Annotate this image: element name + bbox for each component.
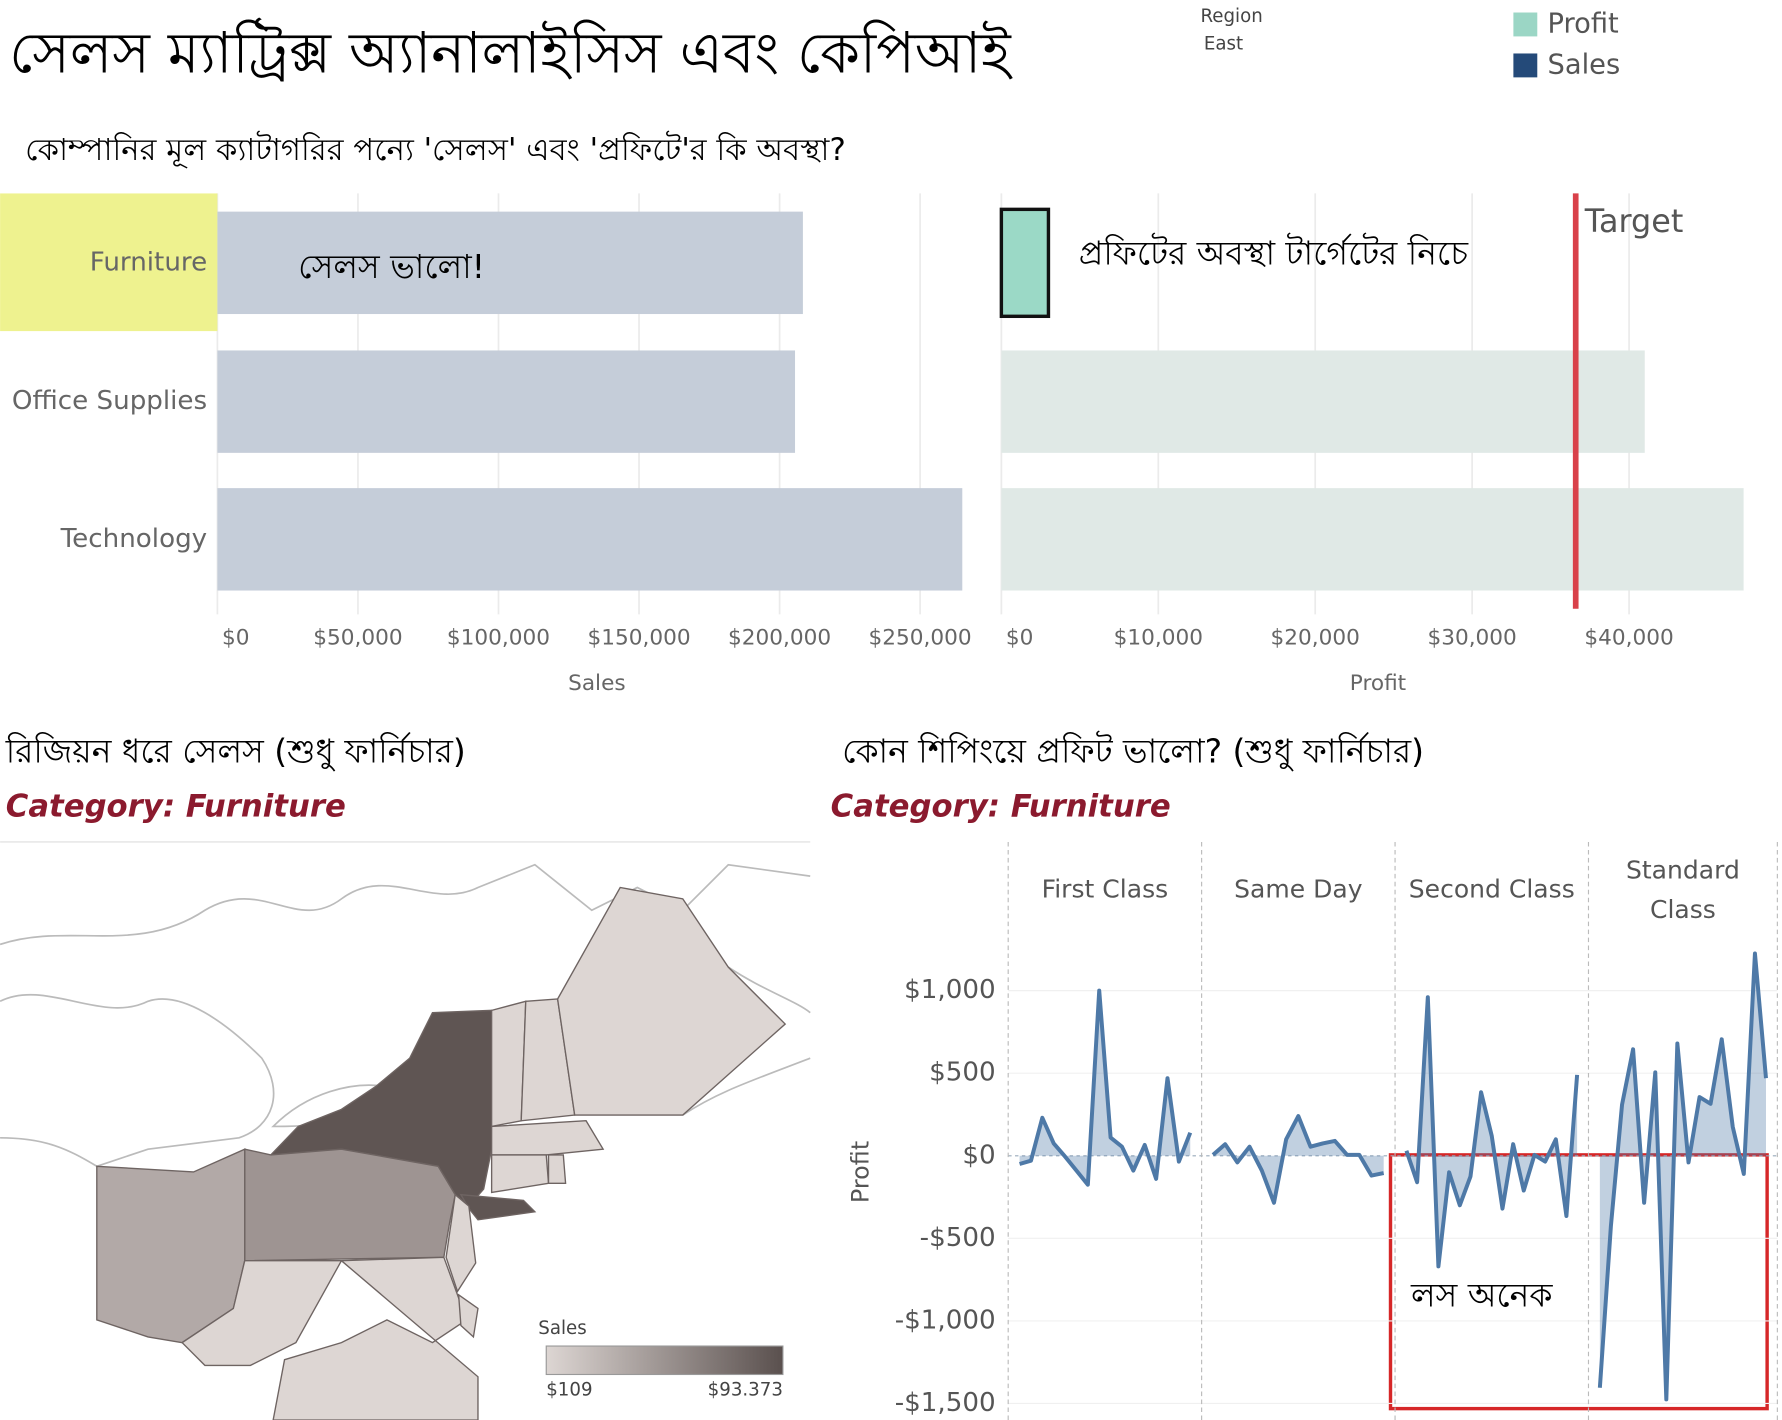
panel-header: Same Day: [1234, 876, 1363, 905]
color-scale: [545, 1345, 784, 1376]
legend-swatch: [1513, 53, 1538, 78]
x-tick-label: $20,000: [1271, 625, 1360, 650]
x-tick-label: $250,000: [869, 625, 972, 650]
area: [1213, 1116, 1384, 1203]
annotation: লস অনেক: [1410, 1276, 1553, 1315]
line: [1404, 995, 1580, 1269]
panel-header-box: First Class: [1041, 876, 1169, 905]
coastline: [682, 966, 811, 1116]
x-tick-label: $50,000: [313, 625, 402, 650]
panel-header-box: Same Day: [1234, 876, 1363, 905]
state: [490, 1000, 527, 1128]
y-tick-label: Technology: [60, 524, 208, 554]
states: [96, 886, 787, 1420]
region-value: East: [1204, 33, 1243, 54]
x-tick-label: $30,000: [1427, 625, 1516, 650]
panel-header: Standard Class: [1625, 856, 1740, 925]
x-tick-label: $200,000: [728, 625, 831, 650]
chart-title: কোম্পানির মূল ক্যাটাগরির পন্যে 'সেলস' এব…: [25, 130, 846, 169]
annotation: প্রফিটের অবস্থা টার্গেটের নিচে: [1079, 232, 1469, 272]
legend-label: Sales: [1548, 49, 1621, 80]
dashboard-title: সেলস ম্যাট্রিক্স অ্যানালাইসিস এবং কেপিআই: [9, 18, 1013, 87]
bar: [1001, 488, 1744, 591]
state: [459, 1193, 537, 1221]
line: [1019, 988, 1193, 1187]
x-tick-label: $10,000: [1114, 625, 1203, 650]
y-tick-label: Furniture: [90, 247, 207, 277]
bar: [217, 211, 803, 315]
coastline: [0, 863, 811, 946]
highlight: [0, 193, 218, 332]
state: [244, 1148, 456, 1262]
line: [1211, 1114, 1385, 1205]
chart-title: রিজিয়ন ধরে সেলস (শুধু ফার্নিচার): [5, 732, 466, 772]
panel-header-box: Standard Class: [1625, 856, 1740, 925]
state: [96, 1148, 246, 1344]
state: [445, 1193, 477, 1293]
x-tick-label: $0: [222, 625, 250, 650]
bar: [217, 350, 796, 453]
y-tick-label: -$1,500: [895, 1388, 996, 1418]
state: [181, 1260, 343, 1367]
y-axis-title: Profit: [846, 1141, 874, 1203]
line: [1597, 951, 1768, 1402]
x-tick-label: $40,000: [1584, 625, 1673, 650]
x-axis-title: Sales: [568, 671, 626, 696]
bar: [217, 488, 963, 591]
x-axis-title: Profit: [1350, 671, 1406, 696]
color-scale-label: $93.373: [708, 1379, 783, 1400]
panel-header: First Class: [1041, 876, 1169, 905]
bar: [1001, 350, 1645, 453]
annotation: সেলস ভালো!: [298, 247, 485, 286]
x-tick-label: $150,000: [587, 625, 690, 650]
y-tick-label: -$1,000: [895, 1305, 996, 1335]
x-tick-label: $0: [1006, 625, 1034, 650]
panel-header: Second Class: [1408, 876, 1575, 905]
legend-title: Sales: [538, 1318, 586, 1339]
y-tick-label: Office Supplies: [12, 386, 207, 416]
x-tick-label: $100,000: [447, 625, 550, 650]
state: [457, 1293, 479, 1339]
target-label: Target: [1584, 202, 1684, 240]
state: [556, 886, 787, 1116]
y-tick-label: $1,000: [904, 975, 996, 1005]
legend-label: Profit: [1548, 9, 1619, 40]
chart-title: কোন শিপিংয়ে প্রফিট ভালো? (শুধু ফার্নিচা…: [842, 731, 1424, 772]
y-tick-label: $500: [929, 1058, 996, 1088]
state: [547, 1154, 567, 1185]
lake: [0, 993, 275, 1168]
color-scale-label: $109: [546, 1379, 592, 1400]
chart-subtitle: Category: Furniture: [831, 788, 1171, 824]
map: [0, 841, 811, 1420]
area: [1599, 953, 1766, 1400]
state: [490, 1154, 550, 1194]
chart-subtitle: Category: Furniture: [6, 788, 346, 824]
region-label: Region: [1200, 6, 1262, 27]
bar: [999, 207, 1051, 319]
y-tick-label: -$500: [920, 1223, 996, 1253]
state: [490, 1120, 605, 1156]
annotation-box: [1388, 1153, 1769, 1411]
panel-header-box: Second Class: [1408, 876, 1575, 905]
legend-swatch: [1513, 12, 1538, 37]
y-tick-label: $0: [962, 1140, 995, 1170]
